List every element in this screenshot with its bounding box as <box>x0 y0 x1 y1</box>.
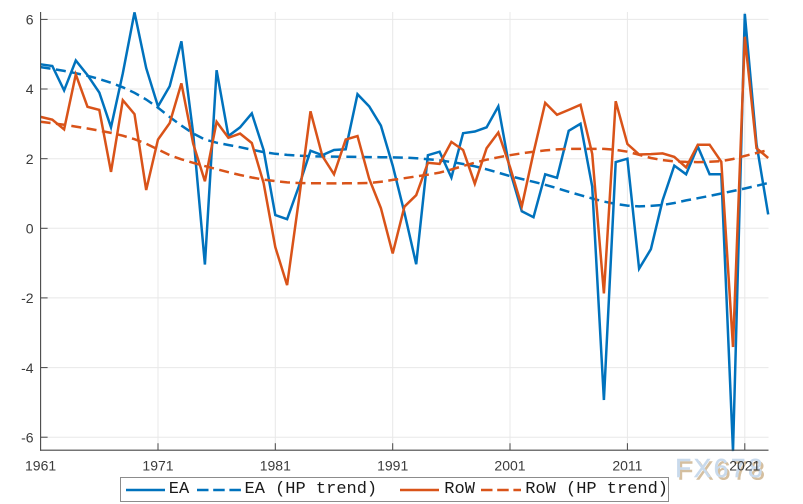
svg-text:4: 4 <box>26 81 34 97</box>
svg-text:-6: -6 <box>21 429 34 445</box>
svg-text:2021: 2021 <box>729 458 760 474</box>
svg-text:1961: 1961 <box>25 458 56 474</box>
svg-text:6: 6 <box>26 12 34 28</box>
svg-text:0: 0 <box>26 221 34 237</box>
svg-text:FX678: FX678 <box>677 455 767 485</box>
svg-text:2001: 2001 <box>494 458 525 474</box>
svg-text:FX678: FX678 <box>675 453 765 483</box>
svg-text:1971: 1971 <box>142 458 173 474</box>
svg-text:-4: -4 <box>21 360 34 376</box>
svg-text:-2: -2 <box>21 290 34 306</box>
svg-text:1991: 1991 <box>377 458 408 474</box>
svg-text:1981: 1981 <box>260 458 291 474</box>
svg-text:2011: 2011 <box>612 458 642 474</box>
svg-text:2: 2 <box>26 151 34 167</box>
